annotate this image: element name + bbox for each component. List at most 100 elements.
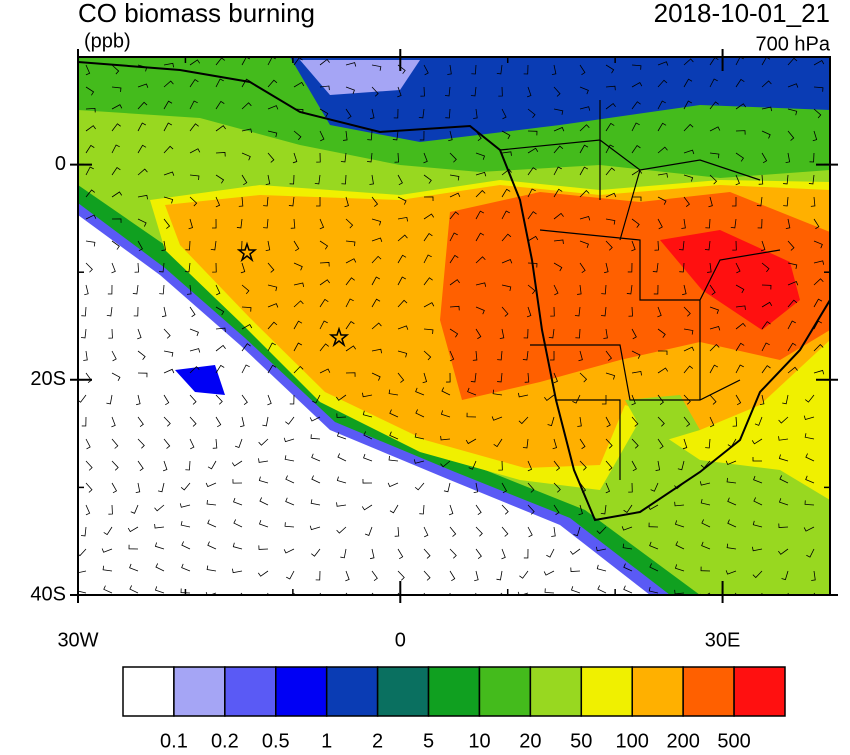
wind-barb	[344, 196, 349, 208]
wind-barb	[631, 64, 642, 70]
wind-barb	[626, 284, 633, 295]
wind-barb	[622, 543, 633, 550]
wind-barb	[527, 108, 536, 119]
wind-barb	[440, 410, 451, 418]
wind-barb	[163, 122, 173, 132]
colorbar-box	[682, 666, 735, 717]
wind-barb	[649, 563, 659, 572]
wind-barb	[371, 276, 381, 286]
date: 2018-10-01_21	[654, 0, 830, 28]
wind-barb	[596, 564, 607, 572]
wind-barb	[492, 389, 503, 396]
wind-barb	[501, 233, 512, 242]
wind-barb	[345, 258, 357, 264]
wind-barb	[257, 570, 269, 577]
wind-barb	[111, 144, 120, 154]
wind-barb	[605, 144, 614, 154]
colorbar-label: 0.2	[211, 730, 239, 750]
wind-barb	[137, 218, 147, 227]
wind-barb	[423, 213, 435, 220]
wind-barb	[267, 394, 272, 406]
wind-barb	[778, 416, 789, 424]
wind-barb	[423, 232, 433, 242]
colorbar-label: 200	[666, 730, 699, 750]
wind-barb	[674, 501, 685, 507]
wind-barb	[778, 436, 789, 441]
wind-barb	[85, 214, 97, 220]
wind-barb	[779, 475, 789, 484]
wind-barb	[137, 122, 146, 132]
wind-barb	[85, 144, 95, 154]
wind-barb	[232, 542, 243, 550]
wind-barb	[310, 499, 321, 506]
wind-barb	[674, 520, 685, 528]
wind-barb	[316, 196, 321, 207]
wind-barb	[371, 255, 382, 264]
wind-barb	[319, 240, 329, 250]
wind-barb	[709, 364, 719, 374]
wind-barb	[628, 306, 633, 317]
wind-barb	[345, 62, 357, 67]
wind-barb	[262, 416, 269, 427]
wind-barb	[189, 100, 198, 110]
wind-barb	[137, 194, 148, 200]
wind-barb	[631, 145, 641, 154]
wind-barb	[735, 174, 740, 186]
wind-barb	[543, 570, 555, 576]
wind-barb	[527, 147, 539, 154]
wind-barb	[137, 83, 149, 88]
wind-barb	[548, 328, 555, 339]
wind-barb	[345, 372, 356, 377]
wind-barb	[241, 174, 248, 186]
wind-barb	[394, 526, 400, 537]
wind-barb	[397, 299, 408, 308]
wind-barb	[787, 57, 798, 66]
wind-barb	[157, 482, 165, 493]
wind-barb	[215, 394, 223, 405]
wind-barb	[579, 64, 586, 76]
wind-barb	[501, 151, 512, 156]
wind-barb	[699, 481, 711, 486]
wind-barb	[319, 368, 331, 374]
wind-barb	[336, 476, 347, 484]
wind-barb	[371, 196, 379, 207]
wind-barb	[809, 152, 815, 163]
y-tick-label: 20S	[30, 368, 66, 390]
wind-barb	[371, 322, 382, 330]
wind-barb	[205, 592, 217, 595]
wind-barb	[601, 284, 607, 295]
wind-barb	[137, 372, 148, 378]
wind-barb	[362, 410, 373, 418]
wind-barb	[345, 108, 352, 120]
wind-barb	[83, 350, 88, 361]
wind-barb	[415, 387, 425, 396]
wind-barb	[579, 438, 586, 450]
wind-barb	[756, 196, 763, 207]
wind-barb	[527, 130, 538, 136]
wind-barb	[241, 78, 251, 88]
wind-barb	[523, 328, 529, 339]
wind-barb	[501, 259, 513, 264]
wind-barb	[579, 144, 589, 154]
wind-barb	[759, 394, 765, 406]
wind-barb	[363, 431, 373, 440]
wind-barb	[787, 262, 798, 269]
wind-barb	[336, 502, 347, 507]
wind-barb	[553, 262, 563, 272]
wind-barb	[631, 460, 637, 472]
wind-barb	[553, 126, 565, 132]
wind-barb	[657, 79, 668, 88]
wind-barb	[319, 108, 329, 118]
wind-barb	[517, 591, 529, 595]
wind-barb	[137, 101, 148, 110]
wind-barb	[397, 234, 408, 242]
wind-barb	[727, 497, 737, 506]
wind-barb	[293, 240, 300, 252]
wind-barb	[475, 526, 483, 537]
wind-barb	[527, 504, 535, 515]
wind-barb	[420, 86, 425, 97]
colorbar-label: 10	[468, 730, 490, 750]
wind-barb	[444, 86, 451, 97]
wind-barb	[787, 342, 797, 352]
wind-barb	[501, 482, 508, 494]
